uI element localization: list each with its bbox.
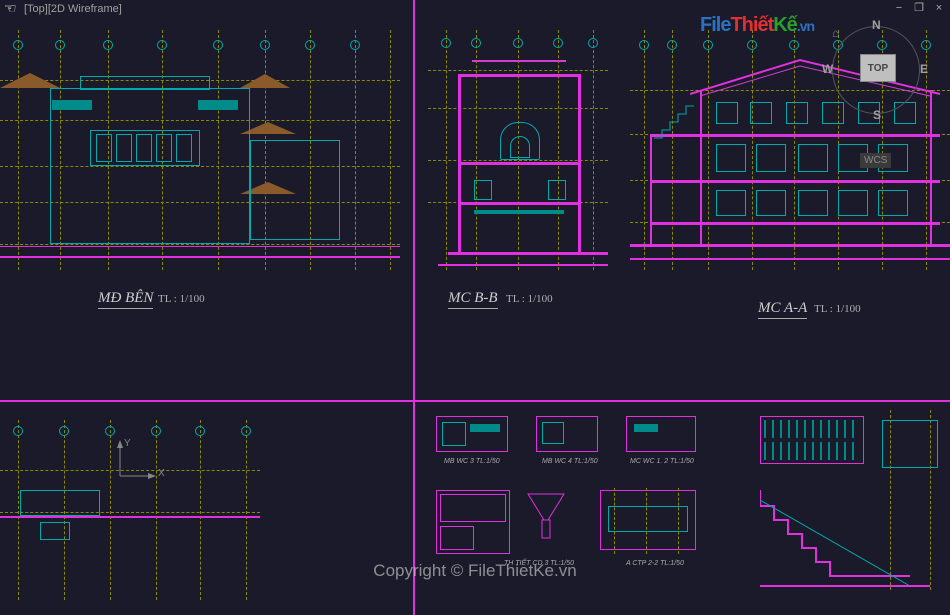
drawing-section-bb bbox=[428, 30, 618, 290]
pan-cursor-icon: ☜ bbox=[4, 0, 22, 18]
cad-canvas[interactable]: ☜ [Top][2D Wireframe] − ❐ × bbox=[0, 0, 950, 615]
detail-label-1: MB WC 3 TL:1/50 bbox=[444, 458, 500, 465]
drawing-scale-b: TL : 1/100 bbox=[506, 293, 553, 305]
ucs-x-label: X bbox=[158, 468, 165, 479]
layout-divider-h bbox=[0, 400, 950, 402]
detail-label-3: MC WC 1. 2 TL:1/50 bbox=[630, 458, 694, 465]
ucs-y-label: Y bbox=[124, 438, 131, 449]
logo-vn: .vn bbox=[797, 18, 814, 34]
restore-button[interactable]: ❐ bbox=[912, 2, 926, 14]
minimize-button[interactable]: − bbox=[892, 2, 906, 14]
drawing-title-c: MC A-A bbox=[758, 300, 807, 319]
drawing-elevation-side bbox=[0, 30, 400, 290]
copyright-text: Copyright © FileThietKe.vn bbox=[0, 561, 950, 581]
cardinal-w[interactable]: W bbox=[822, 62, 833, 76]
drawing-scale-c: TL : 1/100 bbox=[814, 303, 861, 315]
cardinal-e[interactable]: E bbox=[920, 62, 928, 76]
stair-icon bbox=[654, 102, 704, 142]
cardinal-n[interactable]: N bbox=[872, 18, 881, 32]
layout-divider-v bbox=[413, 0, 415, 615]
viewcube-face-top[interactable]: TOP bbox=[860, 54, 896, 82]
drawing-title-b: MC B-B bbox=[448, 290, 498, 309]
titlebar: ☜ [Top][2D Wireframe] bbox=[0, 0, 950, 18]
home-icon[interactable]: ⌂ bbox=[832, 26, 839, 40]
wcs-button[interactable]: WCS bbox=[860, 153, 891, 168]
cardinal-s[interactable]: S bbox=[873, 108, 881, 122]
close-button[interactable]: × bbox=[932, 2, 946, 14]
detail-label-2: MB WC 4 TL:1/50 bbox=[542, 458, 598, 465]
window-controls: − ❐ × bbox=[892, 2, 946, 14]
drawing-title-a: MĐ BÊN bbox=[98, 290, 153, 309]
view-label: [Top][2D Wireframe] bbox=[24, 3, 122, 15]
funnel-icon bbox=[526, 492, 566, 542]
stair-section-icon bbox=[760, 490, 930, 600]
viewcube[interactable]: ⌂ TOP N S E W WCS bbox=[826, 20, 926, 120]
drawing-scale-a: TL : 1/100 bbox=[158, 293, 205, 305]
